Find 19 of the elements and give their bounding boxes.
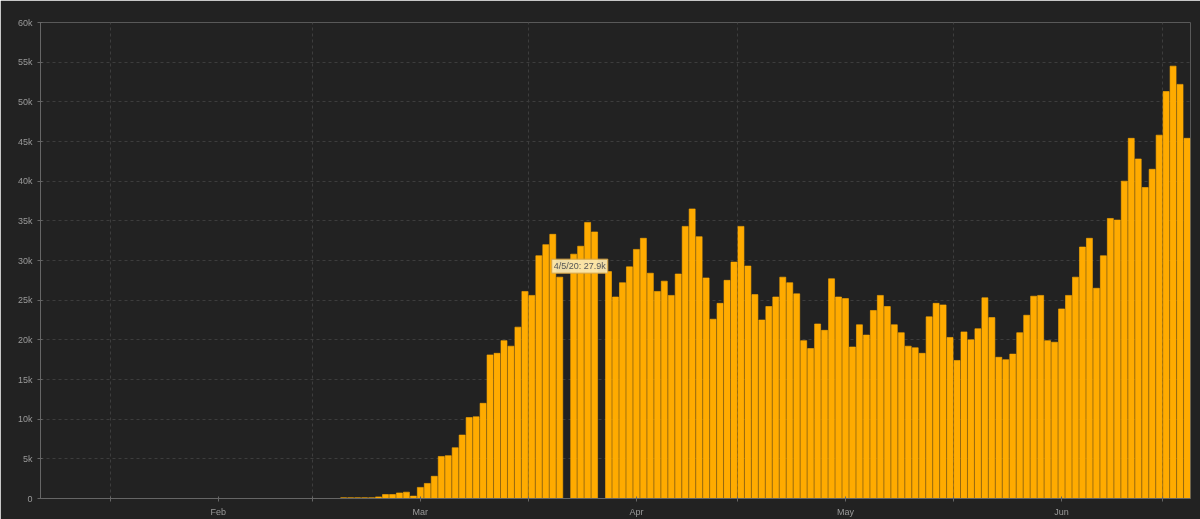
y-tick-label: 35k — [17, 215, 33, 226]
y-tick-label: 50k — [17, 96, 33, 107]
x-tick-label: Mar — [412, 506, 429, 517]
y-tick-label: 30k — [17, 255, 33, 266]
y-tick-label: 10k — [17, 414, 33, 425]
y-tick-label: 40k — [17, 176, 33, 187]
y-tick-label: 15k — [17, 374, 33, 385]
x-tick-label: Feb — [210, 506, 226, 517]
annotation: 4/5/20: 27.9k — [553, 261, 607, 272]
y-tick-label: 20k — [17, 334, 33, 345]
y-tick-label: 0 — [27, 493, 33, 504]
y-tick-label: 5k — [22, 453, 33, 464]
x-tick-label: Jun — [1054, 506, 1069, 517]
y-tick-label: 60k — [17, 17, 33, 28]
y-tick-label: 45k — [17, 136, 33, 147]
y-tick-label: 25k — [17, 295, 33, 306]
x-tick-label: Apr — [629, 506, 644, 517]
y-tick-label: 55k — [17, 57, 33, 68]
x-tick-label: May — [837, 506, 855, 517]
